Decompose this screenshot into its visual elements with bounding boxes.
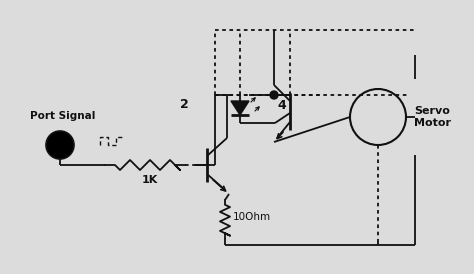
Text: 1K: 1K [142, 175, 158, 185]
Circle shape [46, 131, 74, 159]
Polygon shape [231, 101, 249, 115]
Text: 2: 2 [180, 98, 189, 111]
Circle shape [270, 91, 278, 99]
Text: 10Ohm: 10Ohm [233, 212, 271, 222]
Text: 4: 4 [277, 99, 286, 112]
Text: Servo
Motor: Servo Motor [414, 106, 451, 128]
Text: Port Signal: Port Signal [30, 111, 96, 121]
